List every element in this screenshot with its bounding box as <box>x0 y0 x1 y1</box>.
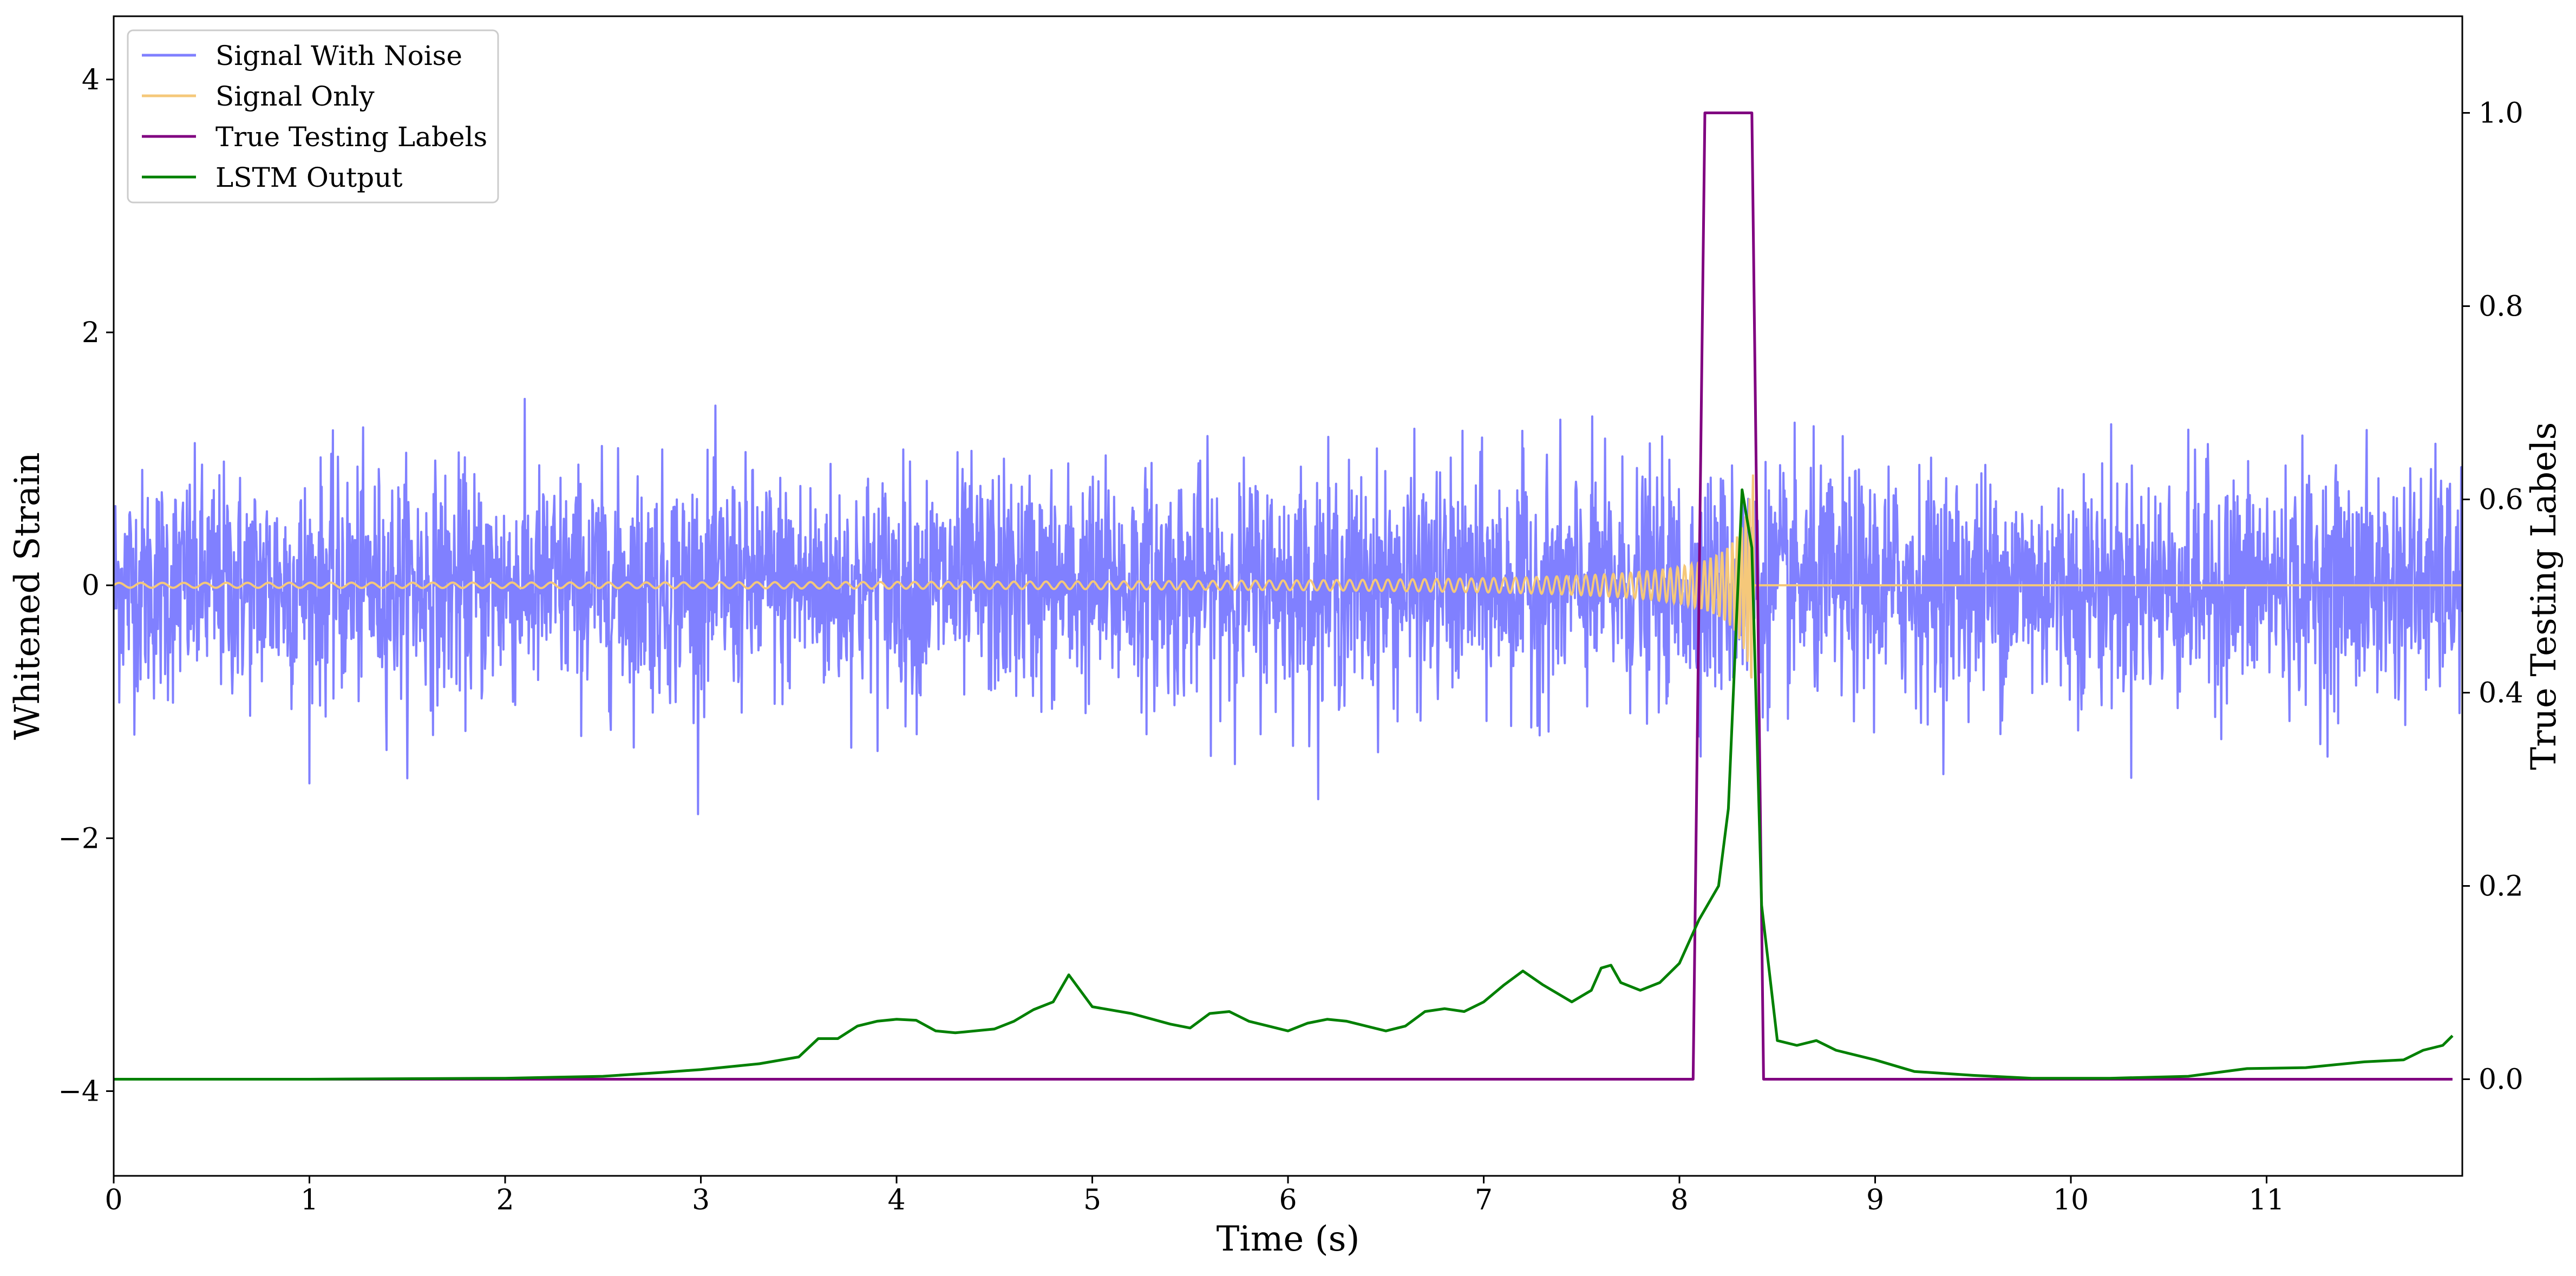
legend-label: Signal Only <box>215 81 375 112</box>
x-tick-label: 9 <box>1866 1184 1884 1216</box>
y-right-tick-label: 0.0 <box>2479 1064 2523 1096</box>
series-line-signal-only <box>114 474 2462 679</box>
y-left-tick-label: −4 <box>58 1075 100 1108</box>
y-left-tick-label: 0 <box>82 570 100 602</box>
series-layer <box>114 112 2462 1081</box>
y-right-tick-label: 1.0 <box>2479 97 2523 130</box>
y-left-tick-label: −2 <box>58 822 100 855</box>
legend-label: LSTM Output <box>215 162 402 193</box>
x-axis-label: Time (s) <box>1217 1219 1360 1259</box>
x-tick-label: 11 <box>2248 1184 2284 1216</box>
x-tick-label: 4 <box>887 1184 905 1216</box>
legend-box <box>127 29 499 204</box>
legend-item: True Testing Labels <box>142 121 487 153</box>
x-tick-label: 7 <box>1475 1184 1493 1216</box>
y-axis-left-label: Whitened Strain <box>8 452 48 740</box>
y-right-tick-label: 0.2 <box>2479 871 2523 903</box>
legend-item: Signal Only <box>142 81 375 112</box>
y-axis-right: 0.0 0.2 0.4 0.6 0.8 1.0 <box>2462 97 2523 1096</box>
x-tick-label: 1 <box>300 1184 318 1216</box>
legend-label: True Testing Labels <box>215 121 487 153</box>
x-tick-label: 0 <box>104 1184 122 1216</box>
y-left-tick-label: 2 <box>82 317 100 349</box>
y-left-tick-label: 4 <box>82 64 100 96</box>
x-tick-label: 2 <box>496 1184 514 1216</box>
x-tick-label: 5 <box>1083 1184 1101 1216</box>
x-tick-label: 3 <box>692 1184 710 1216</box>
legend-item: Signal With Noise <box>142 40 462 71</box>
y-right-tick-label: 0.4 <box>2479 677 2523 710</box>
x-tick-label: 10 <box>2053 1184 2089 1216</box>
series-line-signal-with-noise <box>114 397 2462 815</box>
series-line-true-testing-labels <box>114 112 2453 1081</box>
y-axis-right-label: True Testing Labels <box>2524 422 2564 770</box>
x-tick-label: 8 <box>1670 1184 1688 1216</box>
series-line-lstm-output <box>114 488 2454 1081</box>
y-axis-left: −4 −2 0 2 4 <box>58 64 114 1108</box>
x-axis: 0 1 2 3 4 5 6 7 8 9 10 11 <box>104 1176 2285 1216</box>
x-tick-label: 6 <box>1279 1184 1297 1216</box>
legend-item: LSTM Output <box>142 162 402 193</box>
legend: Signal With Noise Signal Only True Testi… <box>127 29 499 204</box>
legend-label: Signal With Noise <box>215 40 462 71</box>
y-right-tick-label: 0.8 <box>2479 291 2523 323</box>
y-right-tick-label: 0.6 <box>2479 484 2523 516</box>
